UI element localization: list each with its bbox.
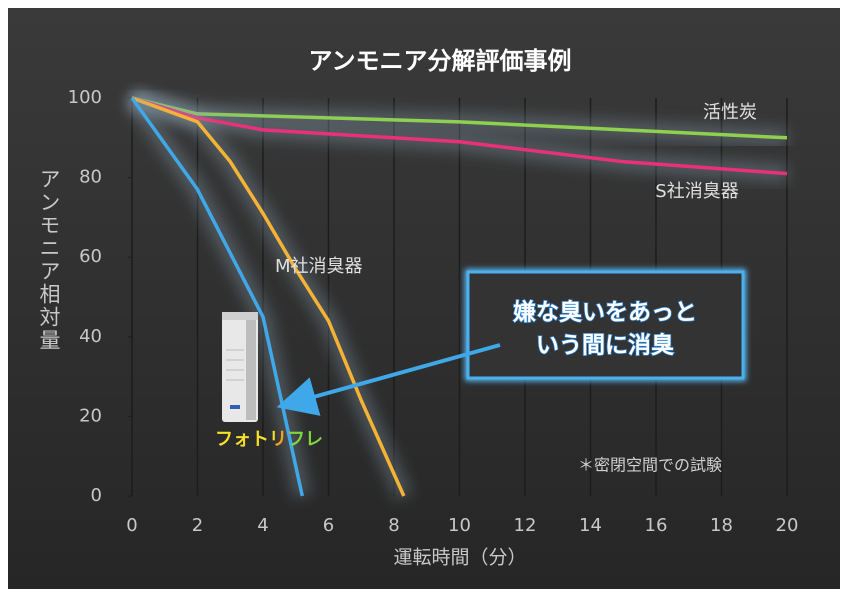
callout-arrow — [276, 343, 501, 416]
x-tick-label: 8 — [388, 515, 399, 536]
y-axis-label: アンモニア相対量 — [37, 168, 61, 352]
callout-text: いう間に消臭 — [536, 333, 674, 359]
x-tick-label: 0 — [126, 515, 137, 536]
series-label: 活性炭 — [703, 102, 757, 123]
series-label: S社消臭器 — [655, 181, 738, 202]
x-tick-label: 4 — [257, 515, 268, 536]
y-tick-label: 40 — [79, 326, 102, 347]
x-axis-label: 運転時間（分） — [393, 547, 526, 569]
y-tick-label: 20 — [79, 405, 102, 426]
x-tick-label: 10 — [448, 515, 471, 536]
x-tick-label: 16 — [645, 515, 668, 536]
x-tick-label: 20 — [776, 515, 799, 536]
callout-box — [466, 270, 745, 380]
y-tick-label: 60 — [79, 246, 102, 267]
series-line — [130, 96, 305, 497]
y-tick-label: 0 — [91, 485, 102, 506]
series-label: M社消臭器 — [275, 256, 363, 277]
y-tick-label: 100 — [68, 87, 102, 108]
x-tick-label: 6 — [323, 515, 334, 536]
x-tick-label: 12 — [514, 515, 537, 536]
note: ＊密閉空間での試験 — [578, 456, 722, 475]
chart-title: アンモニア分解評価事例 — [308, 47, 571, 75]
x-tick-label: 2 — [192, 515, 203, 536]
x-tick-label: 14 — [579, 515, 602, 536]
callout-text: 嫌な臭いをあっと — [513, 300, 697, 326]
x-tick-label: 18 — [710, 515, 733, 536]
device-icon — [222, 312, 258, 422]
y-tick-label: 80 — [79, 167, 102, 188]
series-label: フォトリフレ — [215, 429, 323, 450]
